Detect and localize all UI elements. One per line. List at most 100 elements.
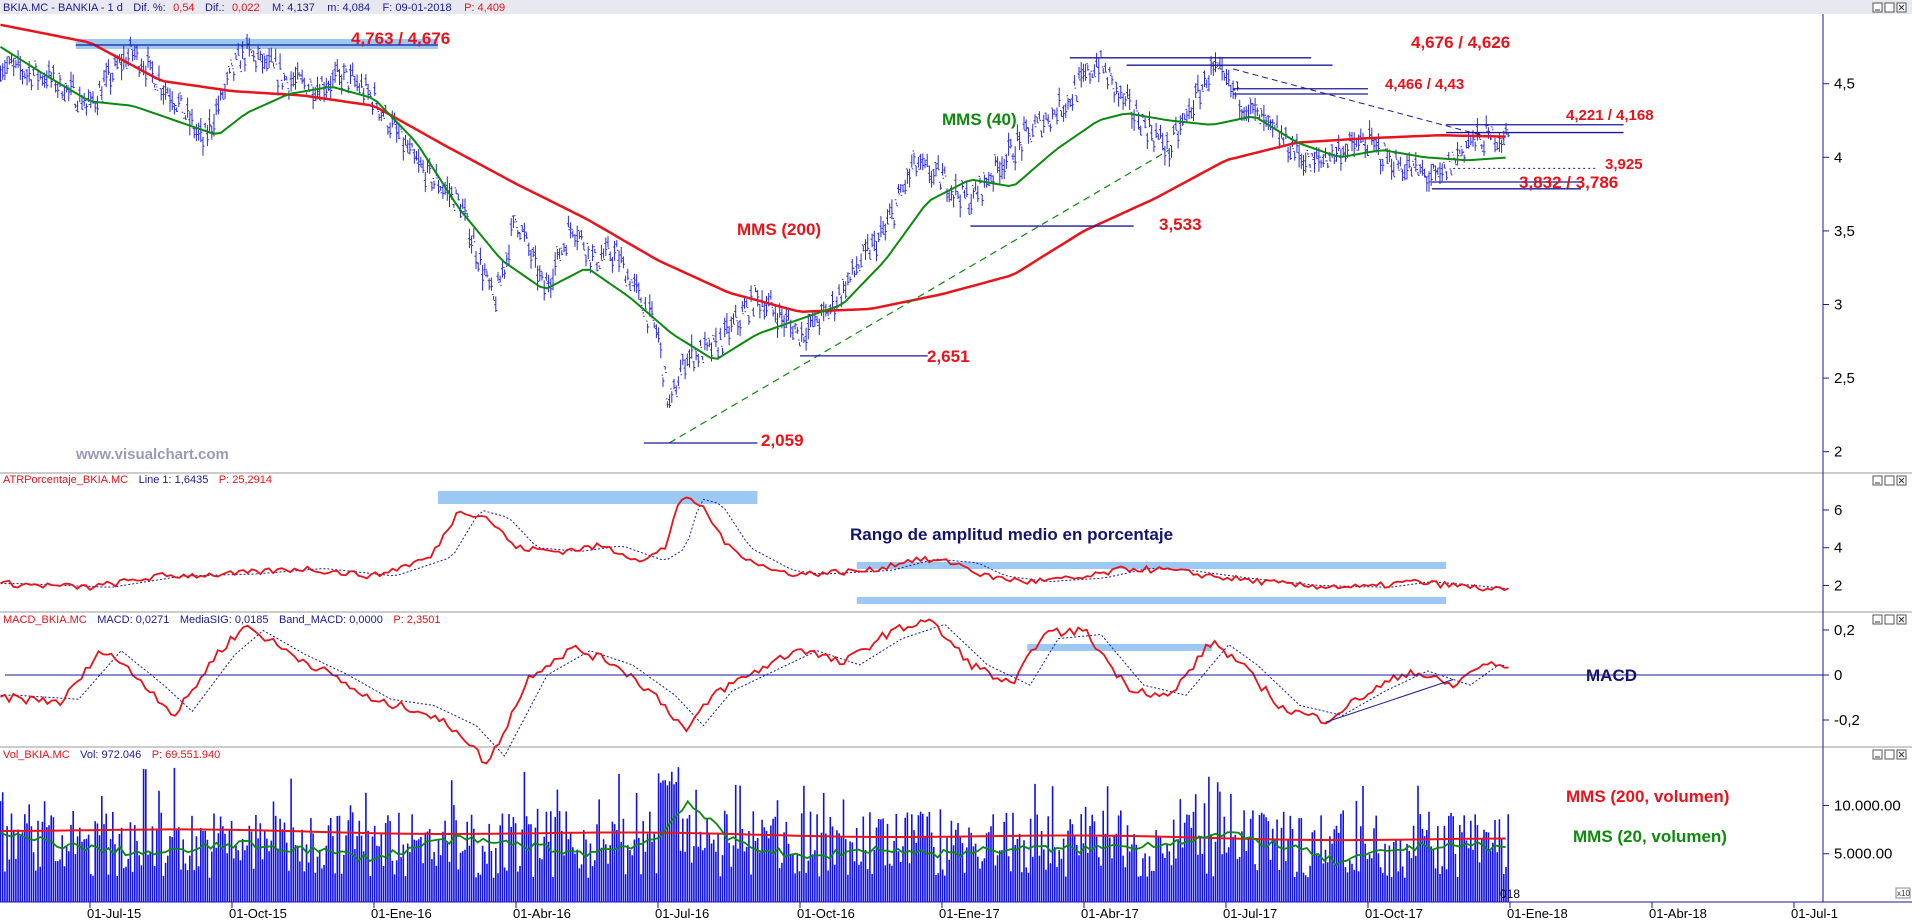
volume-bars (0, 767, 1509, 902)
highlight-atr-2016 (437, 491, 758, 504)
atr-signal-line (0, 498, 1506, 590)
maximize-icon[interactable] (1884, 2, 1895, 13)
x-axis-partial-label: 018 (1500, 887, 1520, 901)
macd-divergence-line (1325, 679, 1454, 723)
annotation-res-2: 4,221 / 4,168 (1566, 107, 1654, 124)
macd-band-value: Band_MACD: 0,0000 (279, 614, 383, 626)
price-ytick-label: 2,5 (1834, 370, 1855, 387)
annotation-mid: 3,925 (1605, 156, 1643, 173)
x-tick-label: 01-Jul-1 (1791, 906, 1838, 921)
downtrend-line (1232, 68, 1482, 136)
x-tick-label: 01-Abr-16 (513, 906, 571, 921)
dif-pct-value: 0,54 (173, 2, 194, 14)
y-axis-ticks: 4,5 4 3,5 3 2,5 2 6 4 2 0,2 0 -0,2 10.000.00 5.000.00 (1823, 76, 1901, 863)
atr-ytick-label: 2 (1834, 577, 1842, 594)
atr-window-controls[interactable] (1872, 475, 1907, 486)
atr-name: ATRPorcentaje_BKIA.MC (3, 474, 128, 486)
volume-value: Vol: 972.046 (80, 749, 141, 761)
atr-header: ATRPorcentaje_BKIA.MC Line 1: 1,6435 P: … (3, 470, 272, 487)
annotation-3533: 3,533 (1159, 215, 1202, 234)
macd-header: MACD_BKIA.MC MACD: 0,0271 MediaSIG: 0,01… (3, 610, 440, 627)
price-symbol: BKIA.MC - BANKIA - 1 d (3, 2, 123, 14)
macd-ytick-label: -0,2 (1834, 712, 1860, 729)
x-tick-label: 01-Abr-17 (1081, 906, 1139, 921)
x-tick-label: 01-Abr-18 (1649, 906, 1707, 921)
mms40-line (0, 46, 1506, 360)
atr-last: P: 25,2914 (219, 474, 272, 486)
x-axis-ticks: 01-Jul-15 01-Oct-15 01-Ene-16 01-Abr-16 01-J… (87, 902, 1838, 921)
x-tick-label: 01-Oct-15 (229, 906, 287, 921)
annotation-top-2015: 4,763 / 4,676 (351, 29, 450, 48)
atr-title: Rango de amplitud medio en porcentaje (850, 525, 1173, 544)
macd-title: MACD (1586, 666, 1637, 685)
annotation-2651: 2,651 (927, 347, 970, 366)
x-tick-label: 01-Ene-16 (371, 906, 432, 921)
x-tick-label: 01-Ene-18 (1507, 906, 1568, 921)
volume-name: Vol_BKIA.MC (3, 749, 70, 761)
highlight-atr-upper (856, 562, 1447, 569)
minimize-icon[interactable] (1872, 2, 1883, 13)
x-tick-label: 01-Jul-17 (1223, 906, 1277, 921)
volume-ytick-label: 5.000.00 (1834, 846, 1892, 863)
volume-histogram (0, 767, 1509, 902)
dif-label: Dif.: (205, 2, 225, 14)
highlight-atr-lower (856, 597, 1447, 604)
volume-mms20-line (0, 799, 1506, 867)
highlight-macd (1027, 644, 1212, 651)
atr-ytick-label: 4 (1834, 540, 1842, 557)
x-tick-label: 01-Oct-17 (1365, 906, 1423, 921)
annotation-res-1: 4,466 / 4,43 (1385, 76, 1464, 93)
dif-value: 0,022 (232, 2, 260, 14)
price-ytick-label: 2 (1834, 444, 1842, 461)
maximize-icon[interactable] (1884, 614, 1895, 625)
minimize-icon[interactable] (1872, 614, 1883, 625)
zoom-button[interactable] (1895, 887, 1911, 899)
volume-window-controls[interactable] (1872, 749, 1907, 760)
maximize-icon[interactable] (1884, 749, 1895, 760)
x-tick-label: 01-Oct-16 (797, 906, 855, 921)
price-ytick-label: 4,5 (1834, 76, 1855, 93)
annotation-low: 2,059 (761, 431, 804, 450)
max-value: M: 4,137 (272, 2, 315, 14)
macd-window-controls[interactable] (1872, 614, 1907, 625)
volume-mms20-label: MMS (20, volumen) (1573, 827, 1727, 846)
highlight-top-2015 (75, 38, 438, 49)
price-header: BKIA.MC - BANKIA - 1 d Dif. %: 0,54 Dif.… (3, 0, 505, 15)
price-ytick-label: 3 (1834, 296, 1842, 313)
price-ytick-label: 4 (1834, 149, 1842, 166)
atr-line (0, 496, 1509, 592)
price-window-controls[interactable] (1872, 2, 1907, 13)
volume-ytick-label: 10.000.00 (1834, 797, 1901, 814)
atr-ytick-label: 6 (1834, 502, 1842, 519)
macd-line (0, 618, 1509, 765)
uptrend-line (669, 149, 1170, 444)
zoom-label: x10 (1897, 889, 1910, 898)
annotation-mms40: MMS (40) (942, 110, 1017, 129)
macd-signal-line (0, 623, 1506, 757)
highlight-bands (75, 38, 1447, 651)
volume-mms200-label: MMS (200, volumen) (1566, 787, 1729, 806)
macd-name: MACD_BKIA.MC (3, 614, 87, 626)
minimize-icon[interactable] (1872, 749, 1883, 760)
annotation-mms200: MMS (200) (737, 220, 821, 239)
macd-value: MACD: 0,0271 (97, 614, 169, 626)
price-ytick-label: 3,5 (1834, 223, 1855, 240)
macd-ytick-label: 0,2 (1834, 622, 1855, 639)
annotation-top-2017: 4,676 / 4,626 (1411, 33, 1510, 52)
watermark: www.visualchart.com (75, 446, 229, 463)
macd-ytick-label: 0 (1834, 667, 1842, 684)
minimize-icon[interactable] (1872, 475, 1883, 486)
level-lines (5, 44, 1823, 723)
maximize-icon[interactable] (1884, 475, 1895, 486)
volume-header: Vol_BKIA.MC Vol: 972.046 P: 69.551.940 (3, 745, 220, 762)
annotation-support: 3,832 / 3,786 (1519, 173, 1618, 192)
x-tick-label: 01-Jul-15 (87, 906, 141, 921)
min-value: m: 4,084 (327, 2, 370, 14)
macd-sig-value: MediaSIG: 0,0185 (180, 614, 269, 626)
dif-pct-label: Dif. %: (133, 2, 165, 14)
volume-last: P: 69.551.940 (152, 749, 221, 761)
atr-line-value: Line 1: 1,6435 (139, 474, 209, 486)
series-lines (0, 23, 1510, 867)
date-value: F: 09-01-2018 (383, 2, 452, 14)
